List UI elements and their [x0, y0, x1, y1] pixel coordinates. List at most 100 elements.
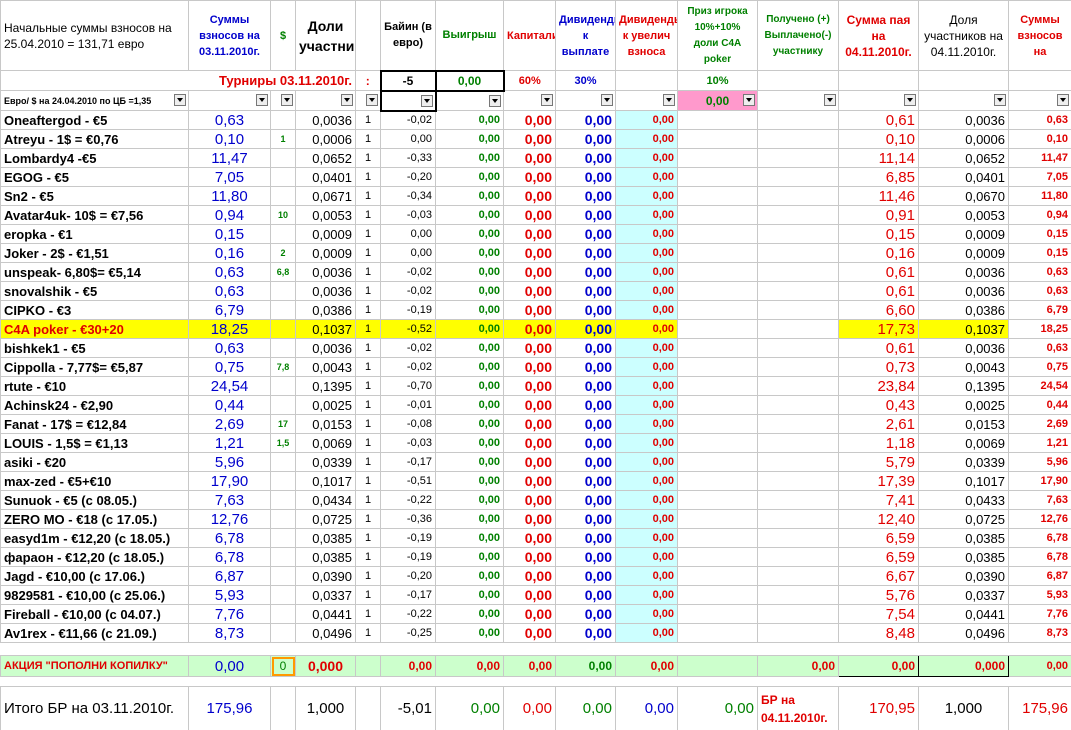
cell-text: -0,19: [406, 304, 432, 316]
data-cell: [677, 452, 758, 472]
cell-text: 1: [364, 437, 372, 449]
data-cell: 0,0036: [918, 262, 1009, 282]
cell-text: Суммы взносов на 03.11.2010г.: [199, 13, 260, 58]
data-cell: -0,33: [380, 148, 436, 168]
filter-dropdown[interactable]: [994, 94, 1006, 106]
filter-dropdown[interactable]: [281, 94, 293, 106]
cell-text: 0,00: [584, 226, 612, 242]
data-cell: 0,00: [615, 129, 678, 149]
data-cell: 1,5: [270, 433, 296, 453]
cell: [0, 642, 189, 656]
data-cell: 0,00: [503, 357, 556, 377]
data-cell: 0,63: [1008, 281, 1071, 301]
data-cell: 0,00: [435, 509, 504, 529]
data-cell: 0,15: [1008, 243, 1071, 263]
cell-text: 0,00: [891, 659, 915, 673]
data-cell: 7,8: [270, 357, 296, 377]
cell-text: -0,02: [406, 361, 432, 373]
cell-text: 0,00: [410, 228, 432, 240]
data-cell: 0,0153: [295, 414, 356, 434]
data-cell: 0,00: [555, 604, 616, 624]
filter-dropdown[interactable]: [256, 94, 268, 106]
cell: [757, 642, 839, 656]
data-cell: 1: [355, 129, 381, 149]
cell-text: -0,01: [406, 399, 432, 411]
cell-text: 0,0036: [312, 264, 352, 280]
filter-dropdown[interactable]: [824, 94, 836, 106]
filter-dropdown[interactable]: [174, 94, 186, 106]
cell-text: -0,36: [406, 513, 432, 525]
cell-text: 1: [364, 190, 372, 202]
data-cell: [677, 547, 758, 567]
cell-text: $: [279, 29, 287, 42]
filter-dropdown[interactable]: [365, 94, 378, 106]
data-cell: 0,0006: [295, 129, 356, 149]
data-cell: 0,0441: [295, 604, 356, 624]
cell-text: 18,25: [210, 320, 249, 338]
data-row: ZERO MO - €18 (с 17.05.) 12,76 0,0725 1 -0,3…: [0, 509, 1071, 529]
cell-text: 0,0006: [965, 131, 1005, 147]
cell-text: 0,00: [524, 112, 552, 128]
data-cell: 0,00: [555, 205, 616, 225]
data-cell: 0,91: [838, 205, 919, 225]
data-cell: 0,44: [1008, 395, 1071, 415]
cell-text: 0,0386: [965, 302, 1005, 318]
filter-cell: [379, 89, 437, 112]
cell-text: 18,25: [1040, 323, 1068, 335]
filter-dropdown[interactable]: [341, 94, 353, 106]
data-cell: 6,78: [1008, 528, 1071, 548]
data-cell: 0,63: [188, 262, 271, 282]
cell-text: 7,05: [1046, 171, 1068, 183]
filter-dropdown[interactable]: [904, 94, 916, 106]
data-row: eropka - €1 0,15 0,0009 1 0,00 0,00 0,00 0,00 0,…: [0, 224, 1071, 244]
filter-dropdown[interactable]: [489, 94, 501, 107]
data-cell: 1: [355, 110, 381, 130]
data-cell: [677, 490, 758, 510]
cell-text: Доля участников на 04.11.2010г.: [924, 12, 1003, 59]
filter-dropdown[interactable]: [1057, 94, 1069, 106]
data-cell: [677, 433, 758, 453]
data-cell: 0,00: [615, 319, 678, 339]
filter-dropdown[interactable]: [601, 94, 613, 106]
data-cell: 1: [355, 338, 381, 358]
data-row: Cippolla - 7,77$= €5,87 0,75 7,8 0,0043 1 -0,…: [0, 357, 1071, 377]
data-cell: 1,18: [838, 433, 919, 453]
participant-name: 9829581 - €10,00 (с 25.06.): [0, 585, 189, 605]
data-cell: 17,90: [1008, 471, 1071, 491]
filter-dropdown[interactable]: [420, 94, 433, 107]
cell: [380, 676, 436, 687]
cell-text: 0,00: [652, 380, 674, 392]
data-cell: 11,80: [1008, 186, 1071, 206]
data-cell: 11,14: [838, 148, 919, 168]
data-cell: 0,15: [1008, 224, 1071, 244]
cell-text: 6,78: [1046, 551, 1068, 563]
cell: [435, 642, 504, 656]
data-cell: [270, 604, 296, 624]
filter-dropdown[interactable]: [663, 94, 675, 106]
spacer-row: [0, 642, 1071, 656]
cell-text: 0,0670: [965, 188, 1005, 204]
data-cell: 0,0339: [918, 452, 1009, 472]
cell-text: 0,61: [885, 282, 915, 300]
cell-text: 0,0652: [312, 150, 352, 166]
cell-text: 0,00: [652, 532, 674, 544]
filter-cell: 0,00: [677, 90, 758, 111]
cell-text: -0,22: [406, 494, 432, 506]
filter-dropdown[interactable]: [743, 94, 755, 106]
cell-text: 0,00: [584, 549, 612, 565]
filter-dropdown[interactable]: [541, 94, 553, 106]
cell-text: 0,0337: [965, 587, 1005, 603]
cell-text: Начальные суммы взносов на 25.04.2010 = …: [4, 20, 172, 51]
data-cell: [677, 224, 758, 244]
data-cell: 0,0652: [295, 148, 356, 168]
promo-cell: 0: [270, 655, 296, 677]
data-cell: [677, 471, 758, 491]
filter-cell: [615, 90, 678, 111]
data-cell: 1: [355, 357, 381, 377]
promo-cell: 0,00: [555, 655, 616, 677]
cell: [380, 642, 436, 656]
data-cell: 0,00: [615, 167, 678, 187]
cell-text: 0,00: [1046, 660, 1068, 672]
cell-text: 0,63: [214, 111, 245, 129]
cell-text: 12,76: [1040, 513, 1068, 525]
